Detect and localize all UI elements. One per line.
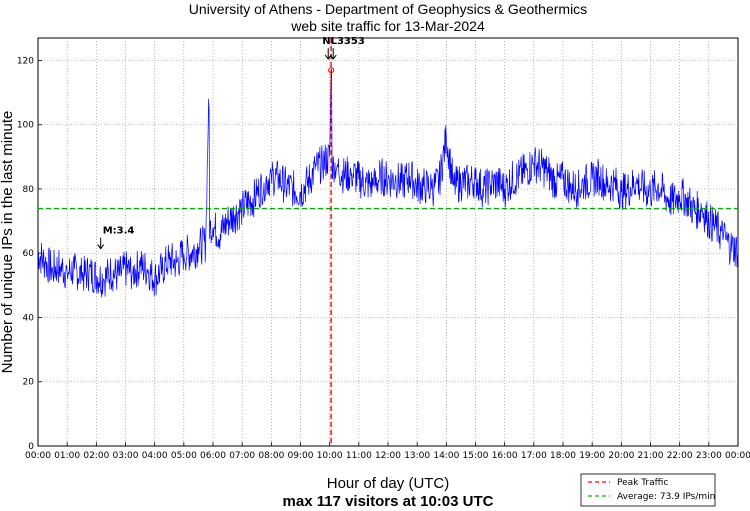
x-tick-label: 00:00 bbox=[725, 451, 750, 461]
y-tick-label: 80 bbox=[23, 185, 35, 195]
series-group bbox=[37, 67, 739, 298]
annotations: M:3.4 NL3353 bbox=[97, 36, 365, 250]
annotation-label: NL3353 bbox=[322, 36, 365, 47]
series-line bbox=[37, 67, 739, 298]
x-tick-label: 09:00 bbox=[288, 451, 314, 461]
legend-peak-label: Peak Traffic bbox=[617, 478, 668, 488]
x-tick-label: 00:00 bbox=[25, 451, 51, 461]
x-tick-label: 06:00 bbox=[200, 451, 226, 461]
annotation-arrow bbox=[324, 48, 332, 60]
legend: Peak Traffic Average: 73.9 IPs/min bbox=[580, 473, 716, 507]
annotation-label: M:3.4 bbox=[103, 226, 135, 237]
x-tick-label: 02:00 bbox=[83, 451, 109, 461]
x-axis-sublabel: max 117 visitors at 10:03 UTC bbox=[283, 493, 494, 510]
legend-box bbox=[580, 473, 716, 507]
chart-subtitle: web site traffic for 13-Mar-2024 bbox=[290, 18, 485, 34]
x-axis-ticks: 00:00 01:00 02:00 03:00 04:00 05:00 06:00 07:00… bbox=[25, 442, 750, 461]
y-tick-label: 100 bbox=[17, 121, 34, 131]
x-tick-label: 23:00 bbox=[696, 451, 722, 461]
y-tick-label: 20 bbox=[23, 378, 35, 388]
x-tick-label: 08:00 bbox=[258, 451, 284, 461]
x-tick-label: 14:00 bbox=[433, 451, 459, 461]
x-tick-label: 21:00 bbox=[638, 451, 664, 461]
y-axis-label: Number of unique IPs in the last minute bbox=[0, 111, 16, 374]
y-tick-label: 0 bbox=[28, 442, 34, 452]
y-tick-label: 40 bbox=[23, 313, 35, 323]
x-tick-label: 12:00 bbox=[375, 451, 401, 461]
grid-lines bbox=[38, 38, 738, 446]
x-tick-label: 16:00 bbox=[492, 451, 518, 461]
annotation-arrow bbox=[329, 48, 337, 60]
x-tick-label: 05:00 bbox=[171, 451, 197, 461]
y-tick-label: 60 bbox=[23, 249, 35, 259]
x-tick-label: 04:00 bbox=[142, 451, 168, 461]
x-tick-label: 20:00 bbox=[608, 451, 634, 461]
reference-lines bbox=[38, 38, 738, 446]
x-tick-label: 22:00 bbox=[667, 451, 693, 461]
x-tick-label: 03:00 bbox=[113, 451, 139, 461]
x-tick-label: 15:00 bbox=[463, 451, 489, 461]
y-tick-label: 120 bbox=[17, 56, 34, 66]
x-tick-label: 19:00 bbox=[579, 451, 605, 461]
annotation-arrow bbox=[97, 237, 105, 250]
x-tick-label: 11:00 bbox=[346, 451, 372, 461]
peak-marker bbox=[328, 67, 335, 74]
x-tick-label: 13:00 bbox=[404, 451, 430, 461]
x-tick-label: 10:00 bbox=[317, 451, 343, 461]
legend-average-label: Average: 73.9 IPs/min bbox=[617, 492, 715, 502]
x-tick-label: 01:00 bbox=[54, 451, 80, 461]
chart-title: University of Athens - Department of Geo… bbox=[189, 1, 587, 17]
x-tick-label: 07:00 bbox=[229, 451, 255, 461]
x-tick-label: 17:00 bbox=[521, 451, 547, 461]
x-axis-label: Hour of day (UTC) bbox=[327, 475, 450, 492]
x-tick-label: 18:00 bbox=[550, 451, 576, 461]
